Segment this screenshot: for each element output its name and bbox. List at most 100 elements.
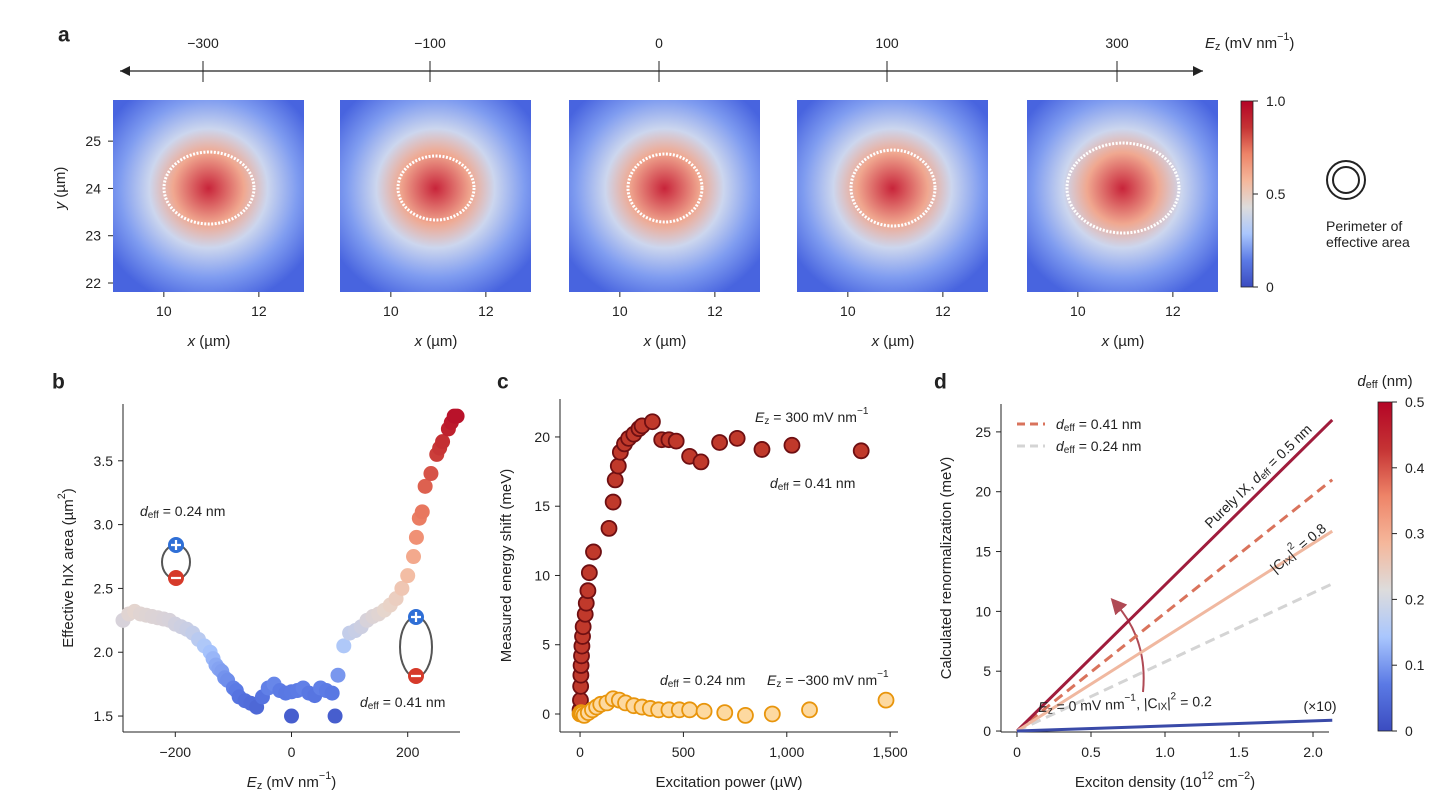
x-axis-label: Ez (mV nm−1) [247, 770, 336, 792]
text-part: eff [1064, 423, 1075, 434]
point [327, 708, 343, 724]
y-tick-label: 20 [975, 484, 991, 500]
series-line [1015, 418, 1334, 733]
point [667, 432, 685, 450]
point [604, 493, 622, 511]
y-tick-label: 0 [542, 706, 550, 722]
text-part: x [871, 333, 880, 350]
point [609, 457, 627, 475]
point [801, 701, 818, 719]
legend-label: deff = 0.24 nm [1056, 438, 1141, 456]
y-tick-label: 5 [542, 637, 550, 653]
point [449, 408, 465, 424]
text-part: = 0.41 nm [789, 475, 856, 491]
text-part: d [1056, 416, 1065, 432]
y-tick-label: 3.5 [94, 453, 114, 469]
top-axis-tick-label: −100 [414, 35, 446, 51]
annotation: Ez = 0 mV nm−1, |CIX|2 = 0.2 [1038, 689, 1212, 716]
annotation: deff = 0.24 nm [660, 672, 745, 690]
point [414, 504, 430, 520]
top-axis-label: Ez (mV nm−1) [1205, 31, 1294, 53]
y-tick-label: 23 [85, 228, 101, 244]
point [408, 529, 424, 545]
text-part: ) [1250, 774, 1255, 791]
text-part: −1 [1124, 692, 1136, 703]
colorbar-tick-label: 0.3 [1405, 526, 1425, 542]
x-axis-label: x (µm) [1101, 333, 1145, 350]
x-tick-label: 10 [840, 303, 856, 319]
x-tick-label: 10 [1070, 303, 1086, 319]
point [753, 441, 771, 458]
colorbar-tick-label: 0.5 [1405, 394, 1425, 410]
colorbar [1377, 401, 1393, 732]
x-tick-label: 12 [707, 303, 723, 319]
text-part: −1 [857, 406, 869, 417]
text-part: x [643, 333, 652, 350]
text-part: 2 [1285, 540, 1297, 552]
x-tick-label: 0 [576, 744, 584, 760]
y-tick-label: 2.0 [94, 644, 114, 660]
point [600, 519, 618, 537]
text-part: −1 [319, 770, 331, 782]
x-axis-label: x (µm) [187, 333, 231, 350]
point [423, 466, 439, 482]
annotation: Ez = −300 mV nm−1 [767, 669, 889, 690]
text-part: eff [1366, 379, 1379, 391]
panel-label: d [934, 371, 947, 394]
series-line [1016, 582, 1333, 733]
text-part: ) [331, 774, 336, 791]
y-tick-label: 3.0 [94, 517, 114, 533]
series-line [1016, 718, 1333, 733]
colorbar [1240, 100, 1254, 288]
text-part: (mV nm [262, 774, 319, 791]
y-tick-label: 20 [534, 429, 550, 445]
x-tick-label: 200 [396, 744, 420, 760]
y-tick-label: 15 [534, 498, 550, 514]
colorbar-label: deff (nm) [1357, 373, 1412, 392]
heatmap-image [569, 100, 760, 292]
text-part: (µm) [651, 333, 686, 350]
y-tick-label: 24 [85, 180, 101, 196]
text-part: (µm) [879, 333, 914, 350]
y-tick-label: 10 [534, 567, 550, 583]
point [606, 471, 624, 489]
point [681, 701, 699, 719]
text-part: z [1215, 41, 1220, 53]
point [716, 704, 734, 722]
x-tick-label: 10 [156, 303, 172, 319]
x-tick-label: 1,000 [769, 744, 804, 760]
x-tick-label: 12 [251, 303, 267, 319]
y-tick-label: 0 [983, 723, 991, 739]
y-tick-label: 5 [983, 663, 991, 679]
colorbar-tick-label: 0.4 [1405, 460, 1425, 476]
x-tick-label: 0 [1013, 744, 1021, 760]
point [284, 708, 299, 724]
text-part: d [140, 503, 149, 519]
text-part: Calculated renormalization (meV) [938, 457, 955, 680]
y-tick-label: 10 [975, 603, 991, 619]
point [400, 568, 416, 584]
text-part: Exciton density (10 [1075, 774, 1202, 791]
text-part: eff [148, 510, 159, 521]
text-part: d [660, 672, 669, 688]
point [580, 564, 598, 582]
text-part: = 300 mV nm [769, 409, 857, 425]
heatmap-image [797, 100, 988, 292]
point [330, 667, 346, 683]
text-part: z [257, 780, 262, 792]
y-axis-label: y (µm) [52, 167, 69, 211]
text-part: ) [1289, 35, 1294, 52]
x-axis-label: x (µm) [643, 333, 687, 350]
point [852, 442, 870, 460]
legend-label: deff = 0.41 nm [1056, 416, 1141, 434]
text-part: (×10) [1303, 698, 1336, 714]
point [394, 580, 410, 596]
point [585, 543, 602, 561]
legend-icon [1326, 160, 1366, 200]
text-part: E [1038, 699, 1049, 715]
text-part: E [767, 672, 777, 688]
text-part: d [1056, 438, 1065, 454]
y-axis-label: Effective hIX area (µm2) [56, 488, 77, 647]
text-part: x [1101, 333, 1110, 350]
text-part: E [1205, 35, 1216, 52]
